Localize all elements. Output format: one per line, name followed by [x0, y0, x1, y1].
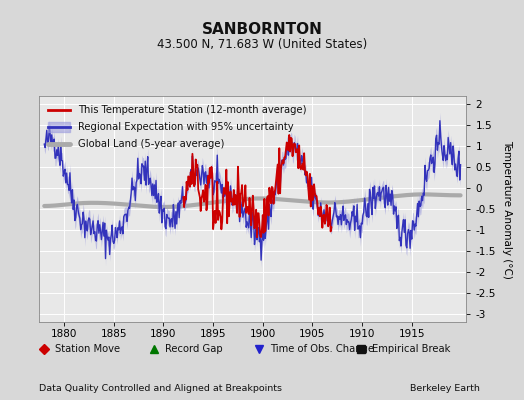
- Text: Berkeley Earth: Berkeley Earth: [410, 384, 479, 393]
- Text: Data Quality Controlled and Aligned at Breakpoints: Data Quality Controlled and Aligned at B…: [39, 384, 282, 393]
- Text: Empirical Break: Empirical Break: [372, 344, 450, 354]
- Y-axis label: Temperature Anomaly (°C): Temperature Anomaly (°C): [503, 140, 512, 278]
- Text: Regional Expectation with 95% uncertainty: Regional Expectation with 95% uncertaint…: [79, 122, 294, 132]
- Text: Record Gap: Record Gap: [165, 344, 222, 354]
- Text: 43.500 N, 71.683 W (United States): 43.500 N, 71.683 W (United States): [157, 38, 367, 51]
- Text: SANBORNTON: SANBORNTON: [202, 22, 322, 37]
- Text: Global Land (5-year average): Global Land (5-year average): [79, 139, 225, 149]
- Text: This Temperature Station (12-month average): This Temperature Station (12-month avera…: [79, 105, 307, 115]
- Text: Station Move: Station Move: [54, 344, 120, 354]
- Text: Time of Obs. Change: Time of Obs. Change: [270, 344, 375, 354]
